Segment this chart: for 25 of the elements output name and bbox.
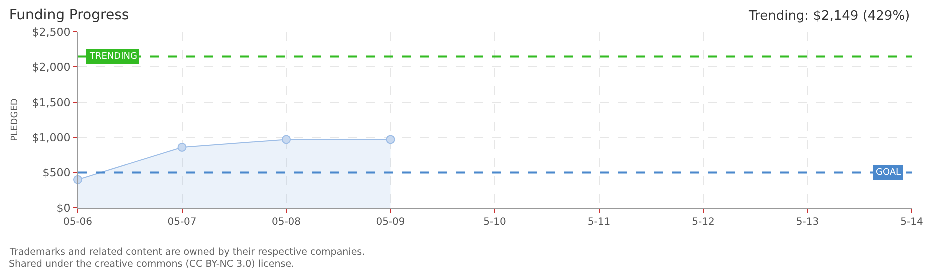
y-tick-label: $1,000 bbox=[32, 131, 71, 144]
y-tick-label: $2,500 bbox=[32, 26, 71, 39]
chart-title: Funding Progress bbox=[9, 7, 130, 24]
y-tick-label: $0 bbox=[56, 202, 71, 215]
ref-line-label: TRENDING bbox=[89, 52, 138, 62]
point bbox=[282, 135, 291, 144]
text: Trademarks and related content are owned by their respective companies. bbox=[9, 247, 366, 258]
x-tick-label: 5-13 bbox=[796, 217, 820, 228]
text: Trending: $2,149 (429%) bbox=[748, 9, 910, 24]
x-tick-label: 5-14 bbox=[900, 217, 924, 228]
point bbox=[178, 142, 187, 152]
x-tick-label: 05-09 bbox=[376, 217, 406, 228]
x-tick-label: 5-12 bbox=[692, 217, 715, 228]
x-tick-label: 5-11 bbox=[588, 217, 611, 228]
point bbox=[386, 135, 396, 144]
y-tick-label: $500 bbox=[42, 166, 71, 180]
x-tick-label: 05-08 bbox=[272, 217, 302, 228]
ref-line-label: GOAL bbox=[876, 168, 902, 178]
x-tick-label: 05-06 bbox=[63, 217, 93, 228]
x-tick-label: 5-10 bbox=[484, 217, 506, 228]
x-tick-label: 05-07 bbox=[168, 217, 197, 228]
text: Shared under the creative commons (CC BY-NC 3.0) license. bbox=[9, 259, 295, 270]
y-tick-label: $1,500 bbox=[32, 96, 71, 110]
y-axis-title: PLEDGED bbox=[10, 98, 21, 142]
y-tick-label: $2,000 bbox=[32, 61, 71, 74]
